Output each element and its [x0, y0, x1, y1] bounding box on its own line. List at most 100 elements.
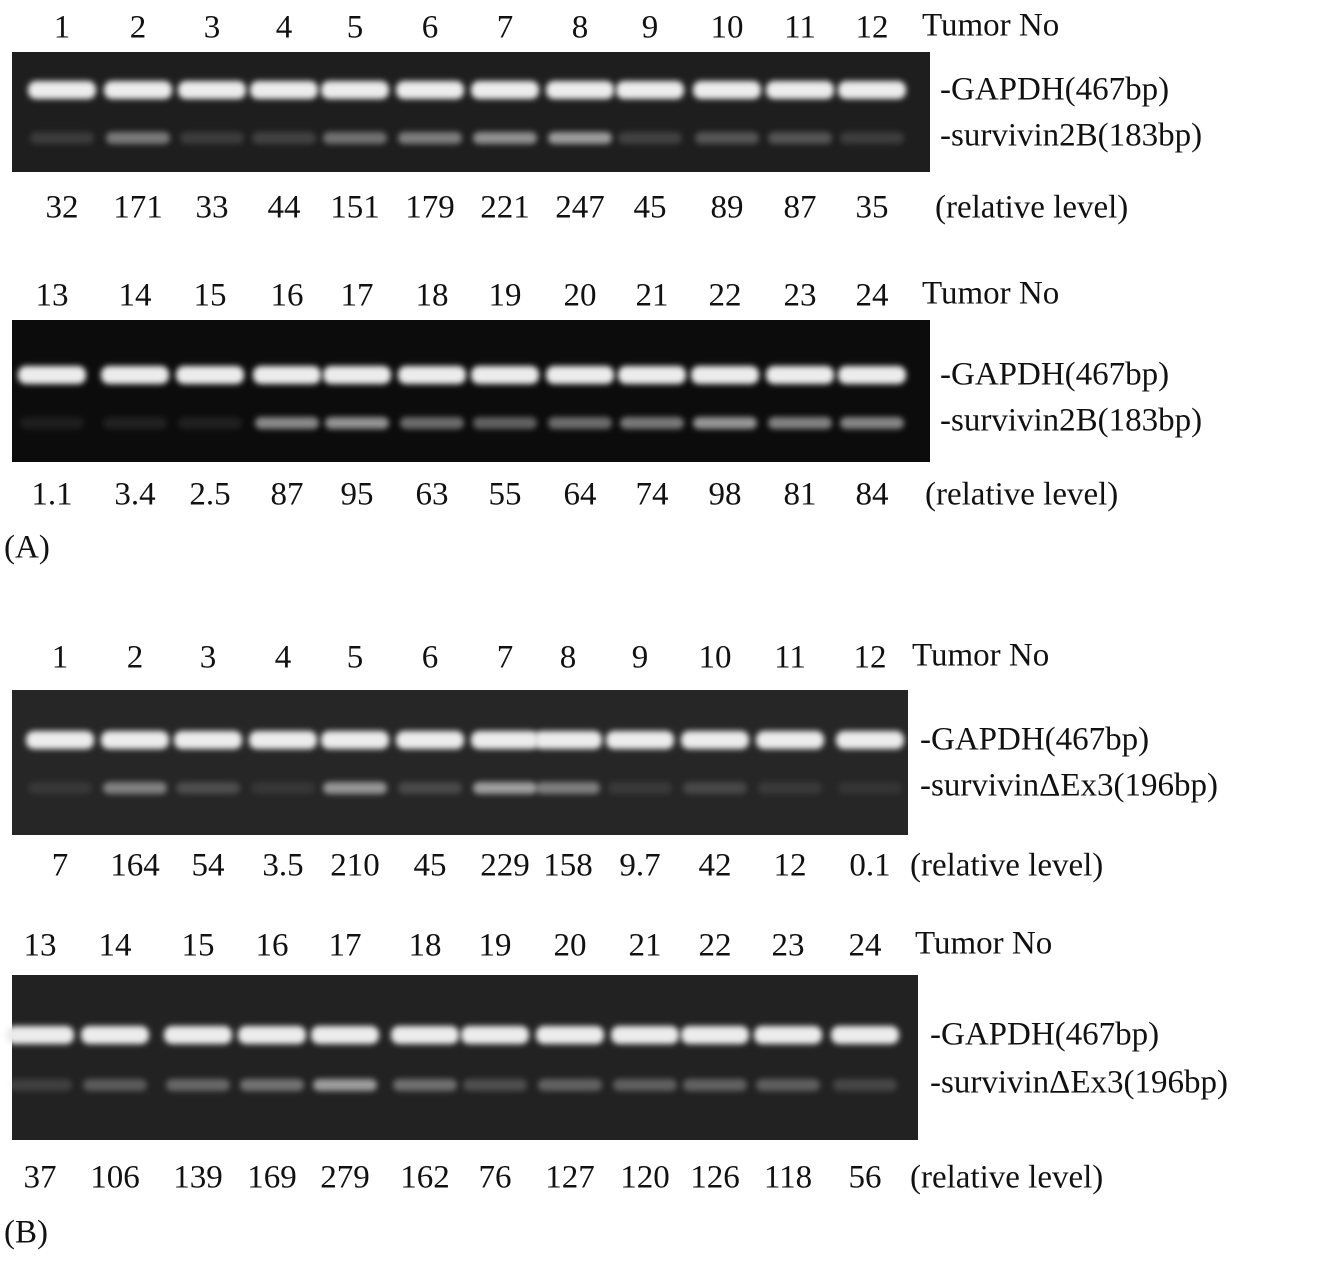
lane-number: 22 — [709, 278, 742, 314]
relative-level: 179 — [405, 190, 455, 226]
relative-level: 221 — [480, 190, 530, 226]
minor-band — [536, 782, 600, 794]
gapdh-band — [398, 366, 466, 384]
lane-number: 10 — [711, 10, 744, 46]
relative-level: 210 — [330, 848, 380, 884]
minor-band — [840, 417, 904, 429]
minor-band — [463, 1079, 527, 1091]
lane-number: 10 — [699, 640, 732, 676]
lane-number: 17 — [329, 928, 362, 964]
relative-level: 106 — [90, 1160, 140, 1196]
panel-label: (B) — [4, 1215, 48, 1251]
relative-level: 35 — [856, 190, 889, 226]
lane-number: 1 — [54, 10, 71, 46]
lane-number: 7 — [497, 640, 514, 676]
minor-band — [178, 417, 242, 429]
gapdh-band — [396, 81, 464, 99]
gapdh-band — [250, 81, 318, 99]
minor-band — [325, 417, 389, 429]
gapdh-band — [26, 731, 94, 749]
relative-level: 12 — [774, 848, 807, 884]
lane-header: Tumor No — [922, 276, 1059, 312]
gapdh-band — [831, 1026, 899, 1044]
band-label: -GAPDH(467bp) — [940, 357, 1169, 393]
relative-level: 32 — [46, 190, 79, 226]
minor-band — [548, 132, 612, 144]
minor-band — [620, 417, 684, 429]
relative-level: 63 — [416, 477, 449, 513]
page: {"panels": [ {"label": "(A)", "gels": [ … — [0, 0, 1344, 1262]
lane-number: 18 — [409, 928, 442, 964]
lane-number: 18 — [416, 278, 449, 314]
relative-level: 9.7 — [619, 848, 660, 884]
minor-band — [103, 782, 167, 794]
gapdh-band — [616, 81, 684, 99]
lane-number: 11 — [784, 10, 816, 46]
minor-band — [103, 417, 167, 429]
band-label: -GAPDH(467bp) — [930, 1017, 1159, 1053]
minor-band — [833, 1079, 897, 1091]
gapdh-band — [101, 366, 169, 384]
minor-band — [548, 417, 612, 429]
lane-number: 15 — [194, 278, 227, 314]
minor-band — [768, 417, 832, 429]
band-label: -survivinΔEx3(196bp) — [930, 1065, 1228, 1101]
relative-level: 162 — [400, 1160, 450, 1196]
lane-number: 13 — [24, 928, 57, 964]
gapdh-band — [321, 81, 389, 99]
gapdh-band — [471, 81, 539, 99]
minor-band — [473, 417, 537, 429]
minor-band — [28, 782, 92, 794]
gapdh-band — [238, 1026, 306, 1044]
minor-band — [473, 782, 537, 794]
relative-level: 158 — [543, 848, 593, 884]
gapdh-band — [681, 731, 749, 749]
lane-header: Tumor No — [915, 926, 1052, 962]
lane-number: 24 — [849, 928, 882, 964]
gapdh-band — [396, 731, 464, 749]
gapdh-band — [471, 731, 539, 749]
minor-band — [608, 782, 672, 794]
band-label: -survivin2B(183bp) — [940, 403, 1202, 439]
lane-number: 23 — [772, 928, 805, 964]
lane-number: 16 — [256, 928, 289, 964]
gapdh-band — [693, 81, 761, 99]
lane-number: 14 — [119, 278, 152, 314]
lane-number: 21 — [629, 928, 662, 964]
minor-band — [840, 132, 904, 144]
minor-band — [768, 132, 832, 144]
lane-number: 21 — [636, 278, 669, 314]
gapdh-band — [756, 731, 824, 749]
minor-band — [255, 417, 319, 429]
gapdh-band — [681, 1026, 749, 1044]
lane-number: 3 — [200, 640, 217, 676]
lane-number: 4 — [275, 640, 292, 676]
relative-level: 64 — [564, 477, 597, 513]
relative-level: 74 — [636, 477, 669, 513]
minor-band — [683, 1079, 747, 1091]
gapdh-band — [838, 366, 906, 384]
lane-number: 24 — [856, 278, 889, 314]
level-label: (relative level) — [910, 848, 1103, 884]
minor-band — [166, 1079, 230, 1091]
gapdh-band — [6, 1026, 74, 1044]
relative-level: 151 — [330, 190, 380, 226]
relative-level: 56 — [849, 1160, 882, 1196]
lane-number: 7 — [497, 10, 514, 46]
gapdh-band — [391, 1026, 459, 1044]
minor-band — [313, 1079, 377, 1091]
minor-band — [252, 132, 316, 144]
relative-level: 54 — [192, 848, 225, 884]
relative-level: 81 — [784, 477, 817, 513]
gapdh-band — [249, 731, 317, 749]
minor-band — [323, 782, 387, 794]
lane-number: 19 — [479, 928, 512, 964]
gel-image — [12, 975, 918, 1140]
minor-band — [240, 1079, 304, 1091]
level-label: (relative level) — [910, 1160, 1103, 1196]
gapdh-band — [321, 731, 389, 749]
gapdh-band — [323, 366, 391, 384]
relative-level: 98 — [709, 477, 742, 513]
relative-level: 118 — [764, 1160, 812, 1196]
relative-level: 164 — [110, 848, 160, 884]
